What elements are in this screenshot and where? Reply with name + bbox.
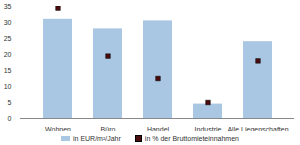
svg-text:0: 0: [8, 115, 12, 122]
html-text:in % der Bruttomieteinnahmen: in % der Bruttomieteinnahmen: [144, 134, 239, 142]
svg-text:20: 20: [4, 51, 12, 58]
svg-text:30: 30: [4, 19, 12, 26]
svg-text:Handel: Handel: [147, 126, 170, 131]
svg-text:Wohnen: Wohnen: [45, 126, 71, 131]
svg-text:35: 35: [4, 3, 12, 10]
svg-text:Alle Liegenschaften: Alle Liegenschaften: [227, 126, 288, 131]
svg-text:5: 5: [8, 99, 12, 106]
html-text:in EUR/m²/Jahr: in EUR/m²/Jahr: [73, 134, 121, 142]
svg-text:15: 15: [4, 67, 12, 74]
svg-text:Industrie: Industrie: [195, 126, 222, 131]
svg-text:Büro: Büro: [101, 126, 116, 131]
svg-text:10: 10: [4, 83, 12, 90]
svg-text:25: 25: [4, 35, 12, 42]
